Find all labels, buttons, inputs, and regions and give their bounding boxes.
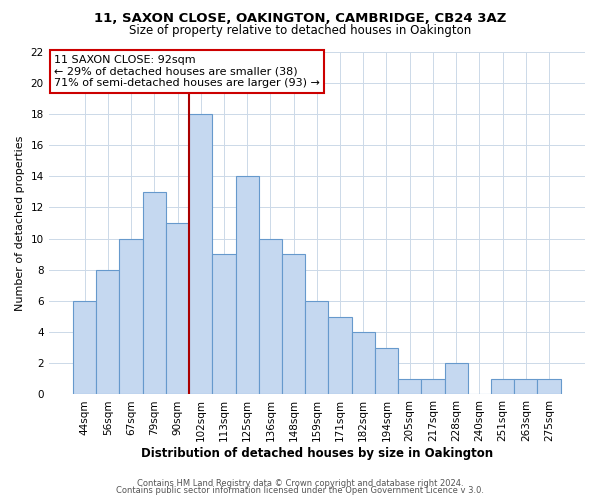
Bar bbox=[375, 348, 398, 395]
Bar bbox=[189, 114, 212, 394]
Text: Size of property relative to detached houses in Oakington: Size of property relative to detached ho… bbox=[129, 24, 471, 37]
Y-axis label: Number of detached properties: Number of detached properties bbox=[15, 136, 25, 310]
Bar bbox=[166, 223, 189, 394]
Bar bbox=[491, 379, 514, 394]
Bar bbox=[96, 270, 119, 394]
Bar bbox=[421, 379, 445, 394]
Bar bbox=[143, 192, 166, 394]
Bar bbox=[73, 301, 96, 394]
X-axis label: Distribution of detached houses by size in Oakington: Distribution of detached houses by size … bbox=[141, 447, 493, 460]
Bar bbox=[398, 379, 421, 394]
Text: 11, SAXON CLOSE, OAKINGTON, CAMBRIDGE, CB24 3AZ: 11, SAXON CLOSE, OAKINGTON, CAMBRIDGE, C… bbox=[94, 12, 506, 26]
Text: Contains HM Land Registry data © Crown copyright and database right 2024.: Contains HM Land Registry data © Crown c… bbox=[137, 478, 463, 488]
Text: Contains public sector information licensed under the Open Government Licence v : Contains public sector information licen… bbox=[116, 486, 484, 495]
Bar bbox=[328, 316, 352, 394]
Bar bbox=[119, 238, 143, 394]
Bar bbox=[236, 176, 259, 394]
Bar bbox=[305, 301, 328, 394]
Bar bbox=[282, 254, 305, 394]
Bar bbox=[538, 379, 560, 394]
Text: 11 SAXON CLOSE: 92sqm
← 29% of detached houses are smaller (38)
71% of semi-deta: 11 SAXON CLOSE: 92sqm ← 29% of detached … bbox=[54, 55, 320, 88]
Bar bbox=[212, 254, 236, 394]
Bar bbox=[352, 332, 375, 394]
Bar bbox=[445, 364, 468, 394]
Bar bbox=[259, 238, 282, 394]
Bar bbox=[514, 379, 538, 394]
